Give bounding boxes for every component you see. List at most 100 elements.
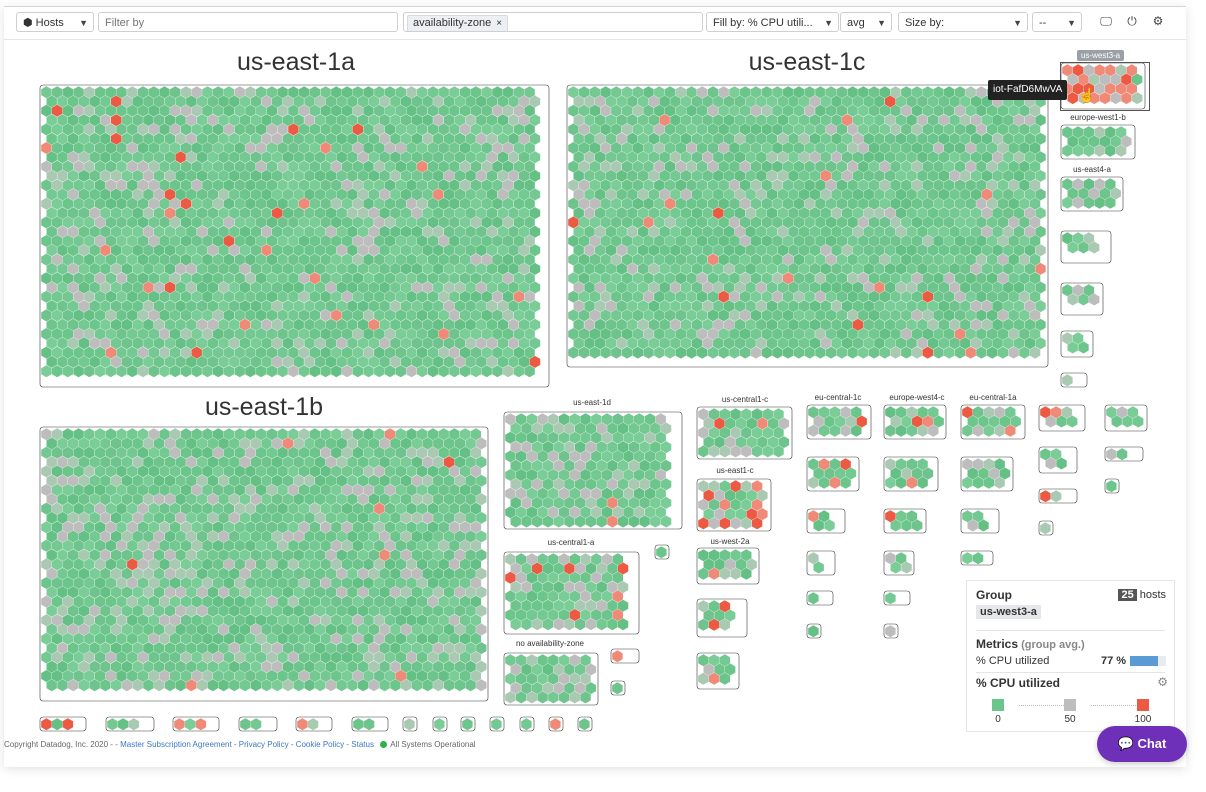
host-hexagon[interactable] — [406, 577, 417, 589]
host-hexagon[interactable] — [589, 142, 601, 154]
host-hexagon[interactable] — [315, 660, 326, 673]
host-hexagon[interactable] — [57, 679, 68, 692]
host-hexagon[interactable] — [691, 114, 703, 127]
host-hexagon[interactable] — [352, 179, 363, 192]
host-hexagon[interactable] — [218, 511, 229, 524]
host-hexagon[interactable] — [718, 309, 729, 322]
host-hexagon[interactable] — [513, 142, 525, 154]
host-hexagon[interactable] — [987, 160, 998, 173]
host-hexagon[interactable] — [68, 623, 79, 636]
host-hexagon[interactable] — [121, 225, 133, 238]
host-hexagon[interactable] — [659, 337, 670, 350]
host-hexagon[interactable] — [723, 169, 735, 182]
host-hexagon[interactable] — [670, 225, 681, 238]
host-hexagon[interactable] — [336, 318, 347, 331]
host-hexagon[interactable] — [895, 207, 907, 220]
host-hexagon[interactable] — [799, 300, 810, 313]
host-hexagon[interactable] — [600, 309, 611, 322]
host-hexagon[interactable] — [1072, 284, 1084, 297]
host-hexagon[interactable] — [675, 216, 687, 229]
host-hexagon[interactable] — [804, 272, 815, 285]
host-hexagon[interactable] — [309, 216, 320, 229]
host-hexagon[interactable] — [922, 123, 934, 136]
host-hexagon[interactable] — [261, 355, 272, 368]
host-hexagon[interactable] — [315, 207, 326, 220]
group-small-11[interactable] — [883, 550, 915, 576]
host-hexagon[interactable] — [111, 95, 122, 108]
host-hexagon[interactable] — [111, 604, 122, 617]
host-hexagon[interactable] — [132, 188, 143, 201]
host-hexagon[interactable] — [331, 465, 342, 478]
host-hexagon[interactable] — [175, 437, 186, 450]
host-hexagon[interactable] — [132, 114, 143, 127]
host-hexagon[interactable] — [175, 169, 186, 182]
host-hexagon[interactable] — [782, 290, 794, 303]
host-hexagon[interactable] — [585, 441, 597, 454]
host-hexagon[interactable] — [443, 660, 455, 673]
host-hexagon[interactable] — [234, 484, 245, 496]
host-hexagon[interactable] — [723, 244, 735, 257]
host-hexagon[interactable] — [239, 530, 251, 543]
host-hexagon[interactable] — [1078, 241, 1089, 254]
host-hexagon[interactable] — [595, 169, 606, 182]
host-hexagon[interactable] — [465, 493, 476, 506]
host-hexagon[interactable] — [944, 272, 955, 285]
host-hexagon[interactable] — [492, 309, 503, 322]
host-hexagon[interactable] — [874, 262, 885, 275]
host-hexagon[interactable] — [831, 262, 842, 275]
host-hexagon[interactable] — [395, 465, 407, 478]
host-hexagon[interactable] — [573, 244, 584, 257]
host-hexagon[interactable] — [777, 169, 788, 182]
host-hexagon[interactable] — [175, 300, 186, 313]
host-hexagon[interactable] — [670, 244, 681, 257]
host-hexagon[interactable] — [137, 346, 149, 359]
host-hexagon[interactable] — [186, 642, 197, 655]
host-hexagon[interactable] — [293, 300, 304, 313]
host-hexagon[interactable] — [831, 300, 842, 313]
host-hexagon[interactable] — [836, 160, 847, 173]
host-hexagon[interactable] — [573, 188, 584, 201]
host-hexagon[interactable] — [164, 244, 176, 257]
host-hexagon[interactable] — [486, 262, 498, 275]
host-hexagon[interactable] — [347, 511, 358, 524]
host-hexagon[interactable] — [336, 604, 347, 617]
host-hexagon[interactable] — [643, 197, 654, 210]
host-hexagon[interactable] — [532, 496, 543, 509]
host-hexagon[interactable] — [476, 474, 487, 487]
host-hexagon[interactable] — [634, 450, 645, 463]
host-hexagon[interactable] — [218, 337, 229, 350]
host-hexagon[interactable] — [41, 718, 52, 731]
host-hexagon[interactable] — [433, 493, 444, 506]
host-hexagon[interactable] — [62, 577, 74, 589]
host-hexagon[interactable] — [336, 474, 347, 487]
host-hexagon[interactable] — [315, 337, 326, 350]
host-hexagon[interactable] — [180, 216, 192, 229]
host-hexagon[interactable] — [417, 670, 428, 682]
host-hexagon[interactable] — [713, 95, 724, 108]
host-hexagon[interactable] — [502, 104, 514, 117]
host-hexagon[interactable] — [553, 599, 564, 612]
host-hexagon[interactable] — [454, 188, 465, 201]
host-hexagon[interactable] — [159, 428, 170, 441]
host-hexagon[interactable] — [638, 114, 649, 127]
host-hexagon[interactable] — [621, 235, 633, 247]
host-hexagon[interactable] — [390, 207, 401, 220]
host-hexagon[interactable] — [1122, 415, 1133, 428]
host-hexagon[interactable] — [78, 151, 90, 164]
host-hexagon[interactable] — [840, 476, 851, 489]
host-hexagon[interactable] — [967, 415, 978, 428]
host-hexagon[interactable] — [497, 355, 508, 368]
host-hexagon[interactable] — [417, 272, 428, 285]
host-hexagon[interactable] — [707, 253, 719, 266]
host-hexagon[interactable] — [524, 86, 535, 99]
host-hexagon[interactable] — [84, 216, 95, 229]
host-hexagon[interactable] — [186, 567, 197, 580]
host-hexagon[interactable] — [938, 151, 950, 164]
host-hexagon[interactable] — [564, 682, 575, 695]
host-hexagon[interactable] — [702, 188, 713, 201]
host-hexagon[interactable] — [277, 160, 288, 173]
host-hexagon[interactable] — [223, 290, 235, 303]
host-hexagon[interactable] — [788, 114, 799, 127]
host-hexagon[interactable] — [180, 484, 192, 496]
host-hexagon[interactable] — [906, 95, 917, 108]
